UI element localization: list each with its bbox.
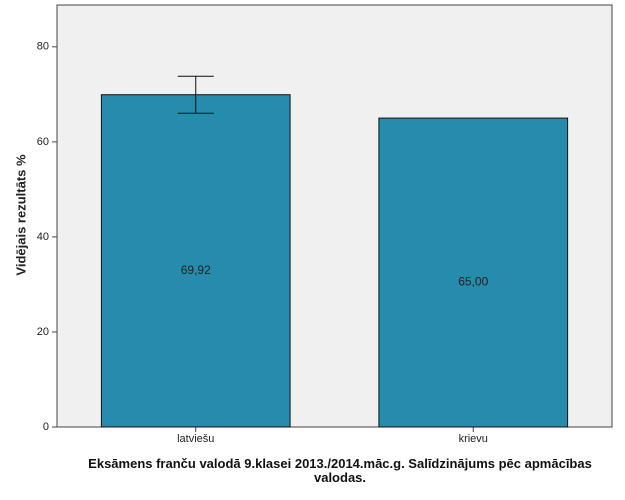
value-label: 69,92	[181, 263, 211, 277]
y-tick-label: 40	[37, 231, 49, 243]
x-axis-label: Eksāmens franču valodā 9.klasei 2013./20…	[88, 456, 592, 485]
y-tick-label: 80	[37, 41, 49, 53]
y-tick-label: 20	[37, 326, 49, 338]
bar	[378, 117, 569, 428]
x-tick-label: krievu	[459, 433, 488, 445]
y-axis-label: Vidējais rezultāts %	[13, 154, 28, 276]
bar	[100, 94, 291, 428]
chart: Vidējais rezultāts % 0 20 40 60 80 latviešu 69…	[13, 4, 613, 445]
y-tick-label: 60	[37, 136, 49, 148]
value-label: 65,00	[458, 275, 488, 289]
x-tick-label: latviešu	[177, 433, 214, 445]
y-tick-label: 0	[43, 421, 49, 433]
